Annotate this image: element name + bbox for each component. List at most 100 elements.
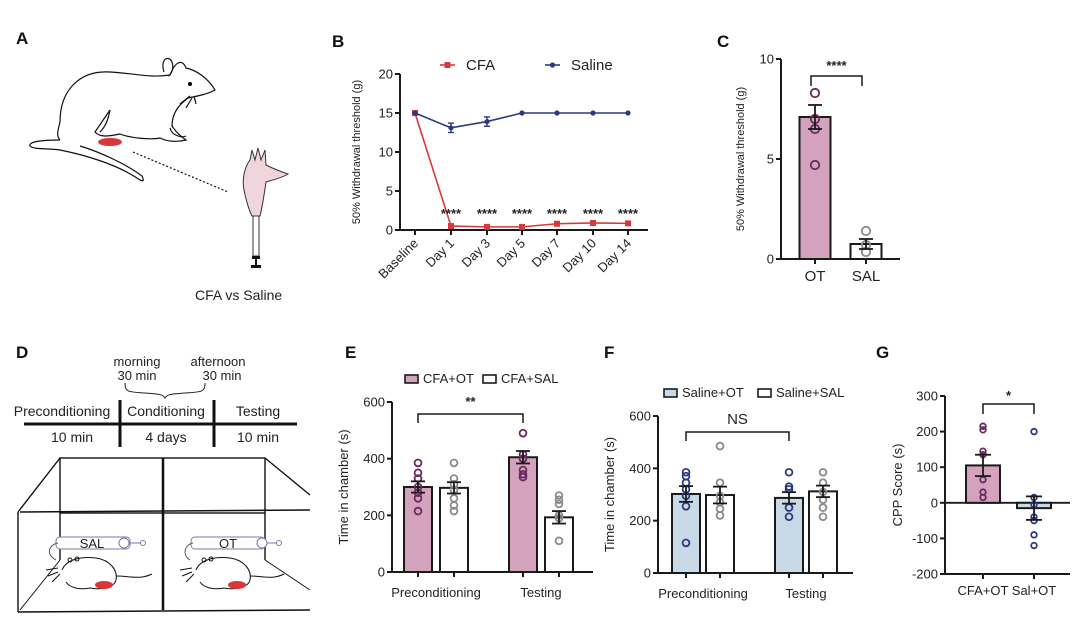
panel-label-a: A xyxy=(16,29,28,48)
session-morning-duration: 30 min xyxy=(117,368,156,383)
x-tick-label: Sal+OT xyxy=(1012,583,1056,598)
data-point xyxy=(681,538,691,548)
y-tick-label: -100 xyxy=(912,531,938,546)
x-tick-label: OT xyxy=(805,268,826,285)
x-tick-label: Day 1 xyxy=(422,236,457,271)
panel-e: E 0 200 400 600 Time in chamber (s) Precondit… xyxy=(336,343,593,600)
chart-b: 0 5 10 15 20 50% Withdrawal threshold (g) Base… xyxy=(351,57,648,281)
significance-label: **** xyxy=(826,58,847,73)
panel-g: G -200 -100 0 100 200 300 CPP Score (s) CFA+OT S… xyxy=(876,343,1070,598)
legend-swatch xyxy=(482,374,497,384)
significance-bracket xyxy=(810,75,863,86)
panel-label-c: C xyxy=(717,32,729,51)
panel-label-b: B xyxy=(332,32,344,51)
x-tick-label: Day 10 xyxy=(559,236,599,276)
chart-e: 0 200 400 600 Time in chamber (s) Preconditio… xyxy=(336,371,593,600)
data-point xyxy=(1030,531,1038,539)
data-point xyxy=(784,467,794,477)
y-axis-label: Time in chamber (s) xyxy=(602,437,617,552)
y-tick-label: 15 xyxy=(379,106,393,121)
y-axis-label: 50% Withdrawal threshold (g) xyxy=(351,80,363,224)
x-tick-label: Baseline xyxy=(375,236,421,282)
data-point-cfa xyxy=(484,223,490,230)
data-point-cfa xyxy=(625,220,631,227)
x-tick-label: Preconditioning xyxy=(391,585,481,600)
significance-label: **** xyxy=(547,206,568,221)
rat-illustration xyxy=(29,57,216,182)
x-tick-label: CFA+OT xyxy=(958,583,1009,598)
x-tick-label: Day 14 xyxy=(594,236,634,276)
y-tick-label: 200 xyxy=(363,508,385,523)
chart-f: 0 200 400 600 Time in chamber (s) Preconditio… xyxy=(602,385,853,601)
y-axis-label: 50% Withdrawal threshold (g) xyxy=(735,87,747,231)
y-tick-label: 200 xyxy=(916,424,938,439)
legend-label: Saline+OT xyxy=(682,385,744,400)
phase-conditioning: Conditioning xyxy=(127,403,205,419)
data-point-saline xyxy=(519,110,525,116)
panel-b: B 0 5 10 15 20 50% Withdrawal threshold (g) Ba… xyxy=(332,32,648,281)
paw-syringe-icon xyxy=(242,147,290,268)
significance-label: **** xyxy=(512,206,533,221)
data-point xyxy=(554,536,564,546)
y-tick-label: 100 xyxy=(916,460,938,475)
significance-bracket xyxy=(982,403,1035,414)
data-point-cfa xyxy=(590,219,596,226)
data-point xyxy=(518,469,528,479)
panel-label-e: E xyxy=(345,343,356,362)
phase-testing: Testing xyxy=(236,403,280,419)
data-point-saline xyxy=(412,110,418,116)
y-tick-label: 600 xyxy=(363,395,385,410)
x-tick-label: Testing xyxy=(520,585,561,600)
rat-left-icon xyxy=(45,556,153,590)
data-point xyxy=(979,422,987,430)
session-brace xyxy=(124,382,206,400)
rat-left-paw-marker xyxy=(95,581,113,589)
syringe-ot: OT xyxy=(184,536,282,561)
data-point xyxy=(715,478,725,488)
data-point-cfa xyxy=(448,223,454,230)
y-tick-label: 0 xyxy=(378,565,385,580)
data-point xyxy=(784,512,794,522)
data-point xyxy=(715,511,725,520)
data-point-saline xyxy=(625,110,631,116)
cpp-apparatus xyxy=(17,457,311,613)
syringe-label-ot: OT xyxy=(219,536,237,551)
y-tick-label: 200 xyxy=(629,513,651,528)
bar-saline-ot xyxy=(774,496,804,575)
legend-swatch xyxy=(663,388,678,398)
panel-label-f: F xyxy=(604,343,614,362)
y-tick-label: 0 xyxy=(767,252,774,267)
data-point xyxy=(518,472,528,482)
chart-g: -200 -100 0 100 200 300 CPP Score (s) CFA+OT Sal… xyxy=(890,388,1070,598)
bar-cfa-ot xyxy=(403,486,433,573)
data-point xyxy=(554,499,564,509)
legend-swatch xyxy=(404,374,419,384)
data-point xyxy=(554,491,564,500)
panel-label-g: G xyxy=(876,343,889,362)
panel-label-d: D xyxy=(16,343,28,362)
session-afternoon-duration: 30 min xyxy=(202,368,241,383)
significance-label: NS xyxy=(727,411,748,428)
data-point-cfa xyxy=(519,223,525,230)
duration-preconditioning: 10 min xyxy=(51,429,93,445)
phase-preconditioning: Preconditioning xyxy=(14,403,111,419)
significance-label: **** xyxy=(477,206,498,221)
y-tick-label: 20 xyxy=(379,67,393,82)
legend-label: CFA+OT xyxy=(423,371,474,386)
data-point xyxy=(715,441,725,451)
data-point xyxy=(809,87,821,99)
data-point xyxy=(818,503,828,512)
y-tick-label: 10 xyxy=(379,145,393,160)
y-tick-label: 600 xyxy=(629,409,651,424)
legend-label: Saline+SAL xyxy=(776,385,844,400)
data-point xyxy=(818,512,828,522)
panel-f: F 0 200 400 600 Time in chamber (s) Precondit… xyxy=(602,343,853,601)
y-tick-label: 0 xyxy=(931,495,938,510)
injection-site-marker xyxy=(98,138,122,146)
y-tick-label: 5 xyxy=(767,152,774,167)
data-point-saline xyxy=(590,110,596,116)
zoom-dotted-line xyxy=(132,151,229,193)
data-point xyxy=(413,506,423,516)
data-point xyxy=(449,458,459,468)
